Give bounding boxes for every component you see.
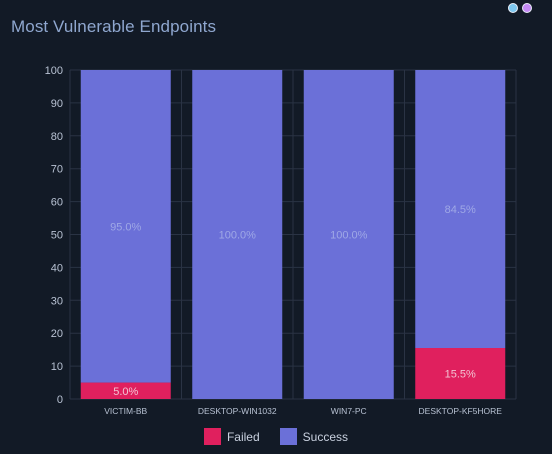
bar-failed-3 [415,348,506,399]
purple-dot-icon[interactable] [522,3,532,13]
y-tick-label: 70 [51,164,63,176]
legend-swatch-success [279,428,297,445]
data-label-success: 100.0% [219,230,257,242]
x-tick-label: WIN7-PC [331,406,367,416]
data-label-failed: 5.0% [113,386,138,398]
y-tick-label: 0 [57,394,63,406]
y-tick-label: 60 [51,197,63,209]
data-label-failed: 15.5% [445,369,476,381]
data-label-success: 95.0% [110,221,141,233]
legend-label-success: Success [302,429,349,444]
bar-success-2 [303,70,394,399]
y-tick-label: 90 [51,98,63,110]
bar-success-3 [415,70,506,349]
data-label-success: 100.0% [330,230,368,242]
legend-item-failed[interactable]: Failed [203,428,260,445]
window-controls [508,3,532,13]
legend-item-success[interactable]: Success [279,428,349,445]
y-tick-label: 20 [51,328,63,340]
legend-swatch-failed [203,428,221,445]
bar-failed-0 [80,382,171,399]
bar-success-0 [80,70,171,383]
chart-legend: Failed Success [0,428,552,445]
chart-title: Most Vulnerable Endpoints [11,17,217,36]
legend-label-failed: Failed [226,429,260,444]
x-tick-label: VICTIM-BB [104,406,147,416]
y-tick-label: 30 [51,295,63,307]
y-tick-label: 50 [51,230,63,242]
bar-success-1 [192,70,283,399]
x-tick-label: DESKTOP-KF5HORE [419,406,503,416]
blue-dot-icon[interactable] [508,3,518,13]
y-tick-label: 80 [51,131,63,143]
y-tick-label: 100 [45,65,63,77]
data-label-success: 84.5% [445,204,476,216]
y-tick-label: 10 [51,361,63,373]
x-tick-label: DESKTOP-WIN1032 [198,406,277,416]
y-tick-label: 40 [51,262,63,274]
